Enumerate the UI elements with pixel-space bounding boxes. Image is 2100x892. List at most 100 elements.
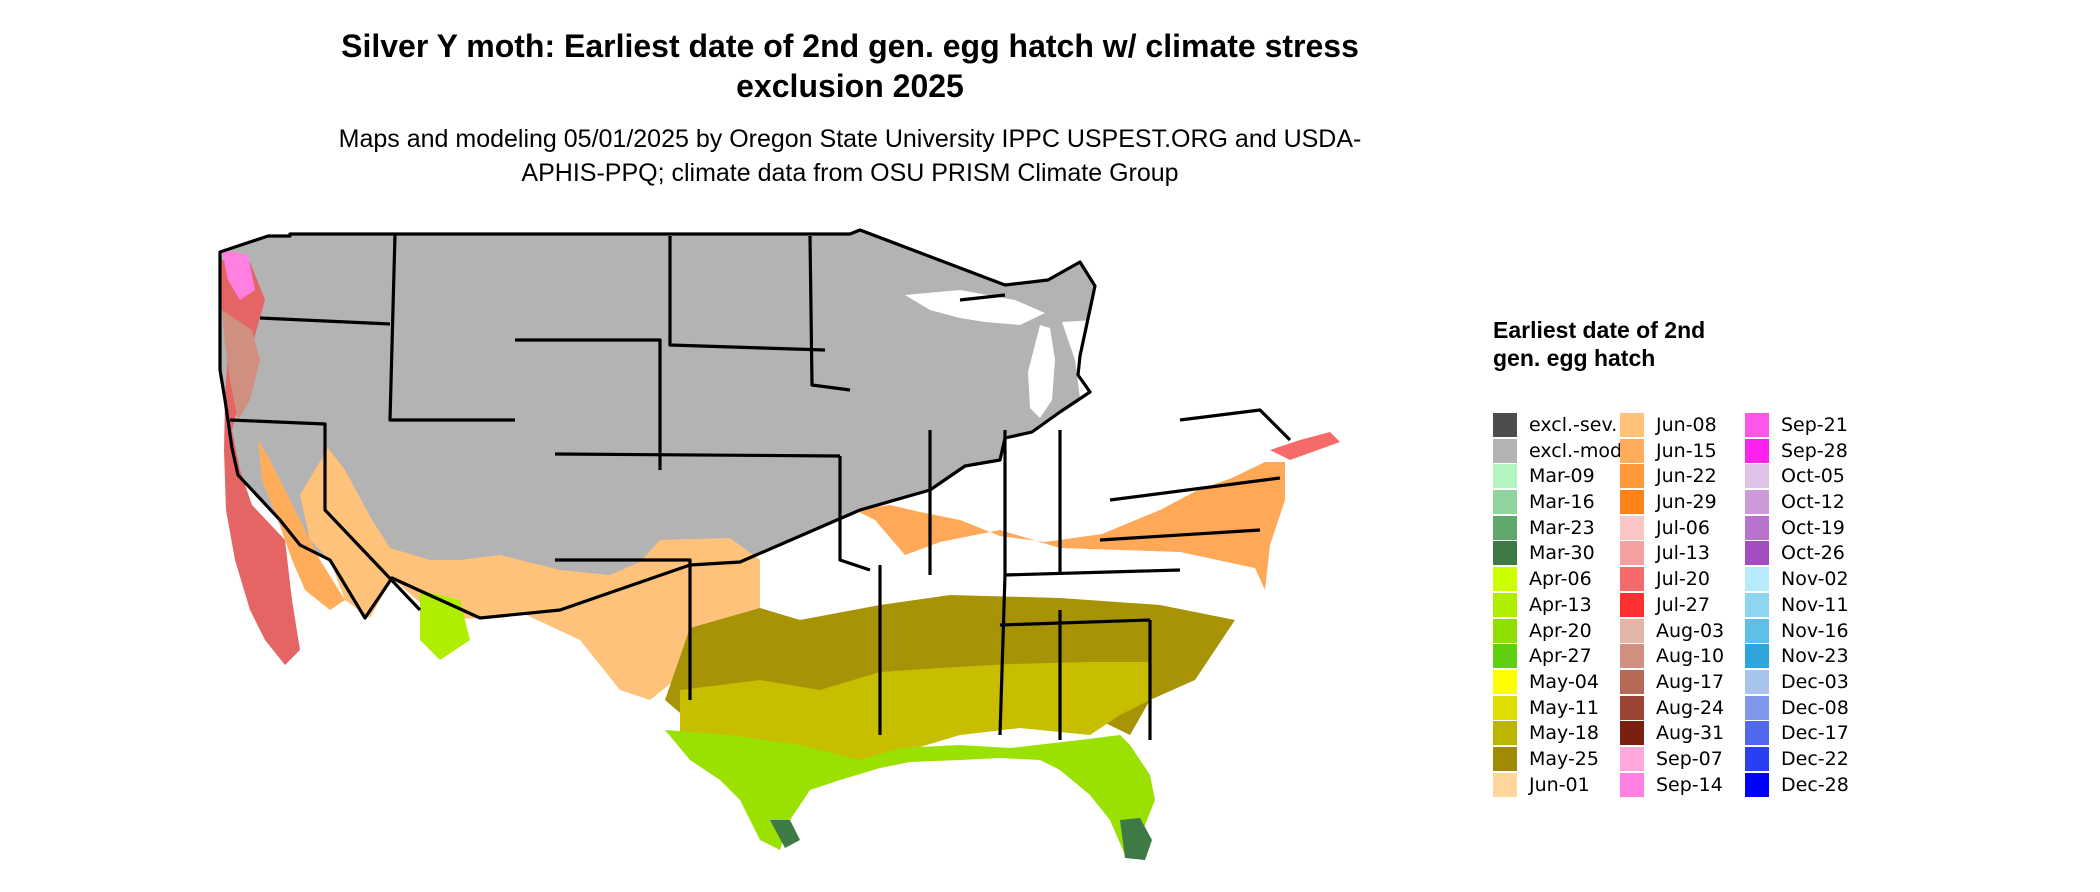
legend-swatch [1493,644,1517,669]
zone-march-south-florida [1120,818,1152,860]
legend-label: Jun-29 [1656,491,1717,514]
legend-label: Mar-16 [1529,491,1595,514]
legend-swatch [1745,515,1769,540]
legend-label: Aug-24 [1656,696,1725,719]
legend-swatch [1745,541,1769,566]
legend-swatch [1745,592,1769,617]
legend-label: Jul-20 [1656,568,1710,591]
legend-swatch [1493,772,1517,797]
legend-swatch [1620,413,1644,437]
legend-label: Dec-08 [1781,696,1849,719]
legend-swatch [1745,695,1769,720]
legend-swatch [1493,721,1517,746]
legend-label: Jun-15 [1656,439,1717,462]
legend-swatch [1745,772,1769,797]
legend-swatch [1620,644,1644,669]
legend-swatch [1745,438,1769,463]
legend-label: Dec-17 [1781,722,1849,745]
legend-label: Aug-31 [1656,722,1725,745]
legend-label: Nov-11 [1781,593,1849,616]
zone-june [855,462,1285,590]
zone-march-texas-tip [770,820,800,848]
zone-aug-oregon [222,310,260,420]
legend-swatch [1493,515,1517,540]
legend-title: Earliest date of 2nd gen. egg hatch [1493,317,1706,371]
lake-michigan [1028,325,1055,418]
legend-label: excl.-mod. [1529,439,1629,462]
lake-erie [1100,408,1200,432]
legend-swatch [1620,592,1644,617]
zone-ny-red [1270,432,1340,460]
legend-label: May-25 [1529,747,1599,770]
legend-label: Dec-28 [1781,773,1849,796]
legend-swatch [1745,721,1769,746]
legend-label: Sep-21 [1781,414,1848,436]
legend-label: Jul-13 [1656,542,1710,565]
legend-label: Mar-30 [1529,542,1595,565]
legend-label: Dec-03 [1781,670,1849,693]
lake-huron [1062,320,1112,398]
legend-swatch [1745,567,1769,592]
legend-swatch [1493,567,1517,592]
legend-swatch [1745,413,1769,437]
legend-label: Jun-01 [1529,773,1590,796]
legend-swatch [1620,515,1644,540]
legend-swatch [1620,464,1644,489]
legend-label: Apr-13 [1529,593,1592,616]
legend-swatch [1493,592,1517,617]
legend-swatch [1620,695,1644,720]
legend-label: Mar-23 [1529,516,1595,539]
legend-label: Oct-05 [1781,465,1845,488]
legend-swatch [1493,490,1517,515]
legend-swatch [1745,490,1769,515]
legend-swatch [1620,669,1644,694]
zone-california-valley [258,440,345,610]
legend-label: May-18 [1529,722,1599,745]
zone-april [665,730,1155,855]
legend-label: Jun-08 [1656,414,1717,436]
legend-swatch [1493,438,1517,463]
legend-label: Mar-09 [1529,465,1595,488]
legend-swatch [1493,413,1517,437]
map-subtitle: Maps and modeling 05/01/2025 by Oregon S… [338,125,1362,187]
legend-label: May-04 [1529,670,1599,693]
legend-label: May-11 [1529,696,1599,719]
legend-label: Nov-23 [1781,645,1849,668]
legend-swatch [1745,464,1769,489]
legend-label: Apr-27 [1529,645,1592,668]
legend-swatch [1745,746,1769,771]
legend-swatch [1493,464,1517,489]
legend-swatch [1620,721,1644,746]
map-base-excluded [220,230,1095,618]
legend-label: Aug-17 [1656,670,1725,693]
legend-swatch [1620,541,1644,566]
legend-swatch [1745,618,1769,643]
legend-swatch [1745,644,1769,669]
legend-label: Apr-06 [1529,568,1592,591]
legend-swatch [1620,618,1644,643]
lake-superior [905,290,1045,325]
legend-label: Sep-28 [1781,439,1848,462]
legend-label: Oct-12 [1781,491,1845,514]
legend-label: Nov-02 [1781,568,1849,591]
legend-swatch [1620,438,1644,463]
legend-swatch [1493,746,1517,771]
legend-swatch [1493,695,1517,720]
legend-label: Oct-19 [1781,516,1845,539]
state-boundaries [218,228,1292,740]
legend-label: excl.-sev. [1529,414,1618,436]
legend-label: Jul-27 [1656,593,1710,616]
legend-label: Jun-22 [1656,465,1717,488]
legend-label: Jul-06 [1656,516,1710,539]
legend-swatch [1493,669,1517,694]
zone-may-11 [680,662,1150,770]
legend-label: Aug-03 [1656,619,1725,642]
legend-swatch [1620,746,1644,771]
legend-label: Apr-20 [1529,619,1592,642]
legend-label: Nov-16 [1781,619,1849,642]
legend-label: Sep-14 [1656,773,1723,796]
legend-label: Sep-07 [1656,747,1723,770]
legend-label: Aug-10 [1656,645,1725,668]
map-title: Silver Y moth: Earliest date of 2nd gen.… [341,28,1359,104]
